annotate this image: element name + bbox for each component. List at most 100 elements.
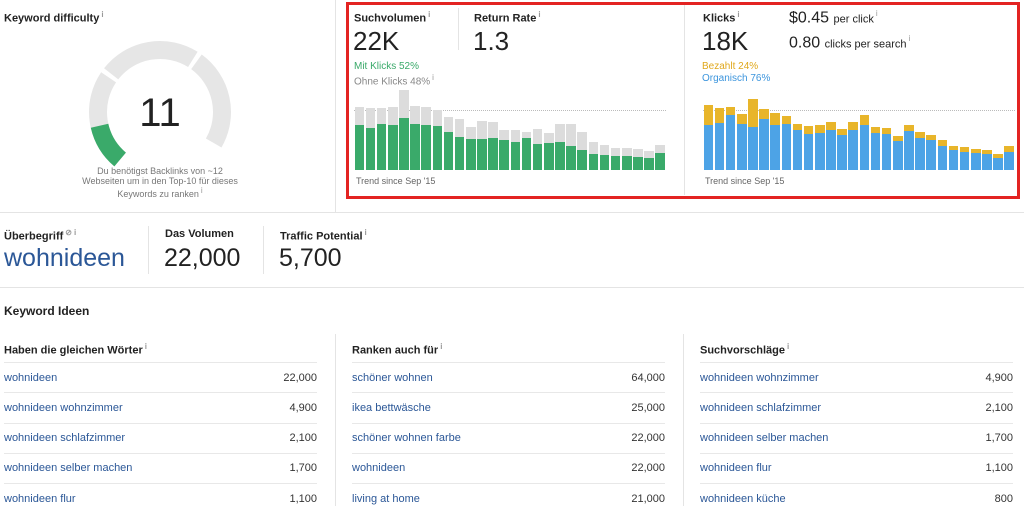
info-icon[interactable]: i	[875, 9, 878, 18]
chart-bar-lower[interactable]	[703, 125, 714, 170]
chart-bar-upper[interactable]	[959, 147, 970, 152]
chart-bar-lower[interactable]	[881, 134, 892, 170]
chart-bar-lower[interactable]	[477, 139, 487, 170]
keyword-link[interactable]: wohnideen wohnzimmer	[4, 401, 123, 414]
chart-bar-lower[interactable]	[948, 150, 959, 170]
chart-bar-lower[interactable]	[532, 144, 543, 170]
chart-bar-upper[interactable]	[376, 108, 387, 124]
chart-bar-upper[interactable]	[588, 142, 599, 154]
chart-bar-upper[interactable]	[543, 133, 554, 143]
chart-bar-upper[interactable]	[454, 119, 465, 137]
chart-bar-upper[interactable]	[703, 105, 714, 125]
chart-bar-lower[interactable]	[803, 134, 814, 170]
chart-bar-upper[interactable]	[354, 107, 365, 125]
chart-bar-upper[interactable]	[410, 106, 420, 124]
keyword-link[interactable]: wohnideen schlafzimmer	[4, 432, 126, 445]
chart-bar-lower[interactable]	[859, 125, 870, 170]
chart-bar-upper[interactable]	[826, 122, 836, 130]
chart-bar-lower[interactable]	[387, 125, 398, 170]
chart-bar-upper[interactable]	[499, 130, 509, 140]
chart-bar-upper[interactable]	[736, 114, 747, 124]
chart-bar-lower[interactable]	[499, 140, 509, 170]
chart-bar-upper[interactable]	[970, 149, 981, 153]
chart-bar-upper[interactable]	[993, 154, 1003, 158]
chart-bar-upper[interactable]	[655, 145, 665, 153]
info-icon[interactable]: i	[428, 10, 431, 19]
chart-bar-upper[interactable]	[532, 129, 543, 144]
chart-bar-upper[interactable]	[488, 122, 498, 138]
chart-bar-lower[interactable]	[599, 155, 610, 170]
chart-bar-lower[interactable]	[410, 124, 420, 170]
chart-bar-lower[interactable]	[510, 142, 521, 170]
chart-bar-lower[interactable]	[937, 146, 948, 170]
chart-bar-lower[interactable]	[432, 126, 443, 170]
chart-bar-upper[interactable]	[477, 121, 487, 139]
chart-bar-lower[interactable]	[736, 124, 747, 170]
chart-bar-upper[interactable]	[510, 130, 521, 142]
keyword-link[interactable]: wohnideen wohnzimmer	[700, 371, 819, 384]
chart-bar-upper[interactable]	[465, 127, 476, 139]
info-icon[interactable]: i	[432, 73, 434, 82]
chart-bar-upper[interactable]	[781, 116, 792, 124]
chart-bar-upper[interactable]	[904, 125, 914, 131]
chart-bar-lower[interactable]	[443, 132, 454, 170]
chart-bar-lower[interactable]	[770, 125, 780, 170]
chart-bar-lower[interactable]	[915, 138, 925, 170]
info-icon[interactable]: i	[786, 342, 790, 351]
keyword-link[interactable]: schöner wohnen farbe	[352, 432, 461, 445]
chart-bar-upper[interactable]	[915, 132, 925, 138]
chart-bar-upper[interactable]	[399, 90, 409, 118]
info-icon[interactable]: i	[200, 186, 203, 195]
chart-bar-upper[interactable]	[837, 129, 847, 135]
chart-bar-lower[interactable]	[399, 118, 409, 170]
chart-bar-lower[interactable]	[555, 142, 565, 170]
chart-bar-lower[interactable]	[1004, 152, 1014, 170]
chart-bar-upper[interactable]	[1004, 146, 1014, 152]
chart-bar-lower[interactable]	[421, 125, 431, 170]
chart-bar-upper[interactable]	[870, 127, 881, 133]
chart-bar-upper[interactable]	[621, 148, 632, 156]
chart-bar-lower[interactable]	[848, 130, 858, 170]
chart-bar-lower[interactable]	[792, 130, 803, 170]
chart-bar-lower[interactable]	[521, 138, 532, 170]
info-icon[interactable]: i	[144, 342, 147, 351]
info-icon[interactable]: i	[364, 228, 367, 237]
chart-bar-upper[interactable]	[881, 128, 892, 134]
parent-keyword-link[interactable]: wohnideen	[4, 244, 125, 272]
chart-bar-lower[interactable]	[655, 153, 665, 170]
chart-bar-lower[interactable]	[926, 140, 936, 170]
chart-bar-upper[interactable]	[926, 135, 936, 140]
chart-bar-upper[interactable]	[759, 109, 769, 119]
chart-bar-lower[interactable]	[376, 124, 387, 170]
chart-bar-lower[interactable]	[365, 128, 376, 170]
chart-bar-lower[interactable]	[633, 157, 643, 170]
chart-bar-upper[interactable]	[748, 99, 758, 127]
chart-bar-lower[interactable]	[993, 158, 1003, 170]
keyword-link[interactable]: wohnideen flur	[4, 492, 76, 505]
info-icon[interactable]: i	[908, 34, 911, 43]
chart-bar-upper[interactable]	[714, 108, 725, 123]
chart-bar-upper[interactable]	[633, 149, 643, 157]
keyword-link[interactable]: wohnideen schlafzimmer	[700, 401, 822, 414]
chart-bar-upper[interactable]	[566, 124, 576, 146]
chart-bar-upper[interactable]	[521, 132, 532, 138]
chart-bar-upper[interactable]	[365, 108, 376, 128]
chart-bar-lower[interactable]	[577, 150, 587, 170]
chart-bar-upper[interactable]	[937, 140, 948, 146]
chart-bar-lower[interactable]	[354, 125, 365, 170]
keyword-link[interactable]: schöner wohnen	[352, 371, 433, 384]
chart-bar-lower[interactable]	[566, 146, 576, 170]
chart-bar-upper[interactable]	[387, 107, 398, 125]
chart-bar-lower[interactable]	[454, 137, 465, 170]
keyword-link[interactable]: wohnideen selber machen	[4, 462, 133, 475]
chart-bar-upper[interactable]	[792, 124, 803, 130]
chart-bar-lower[interactable]	[621, 156, 632, 170]
chart-bar-upper[interactable]	[599, 145, 610, 155]
keyword-link[interactable]: wohnideen flur	[700, 462, 772, 475]
chart-bar-lower[interactable]	[759, 119, 769, 170]
chart-bar-lower[interactable]	[982, 154, 992, 170]
chart-bar-lower[interactable]	[870, 133, 881, 170]
chart-bar-lower[interactable]	[837, 135, 847, 170]
chart-bar-lower[interactable]	[814, 133, 825, 170]
chart-bar-upper[interactable]	[803, 126, 814, 134]
